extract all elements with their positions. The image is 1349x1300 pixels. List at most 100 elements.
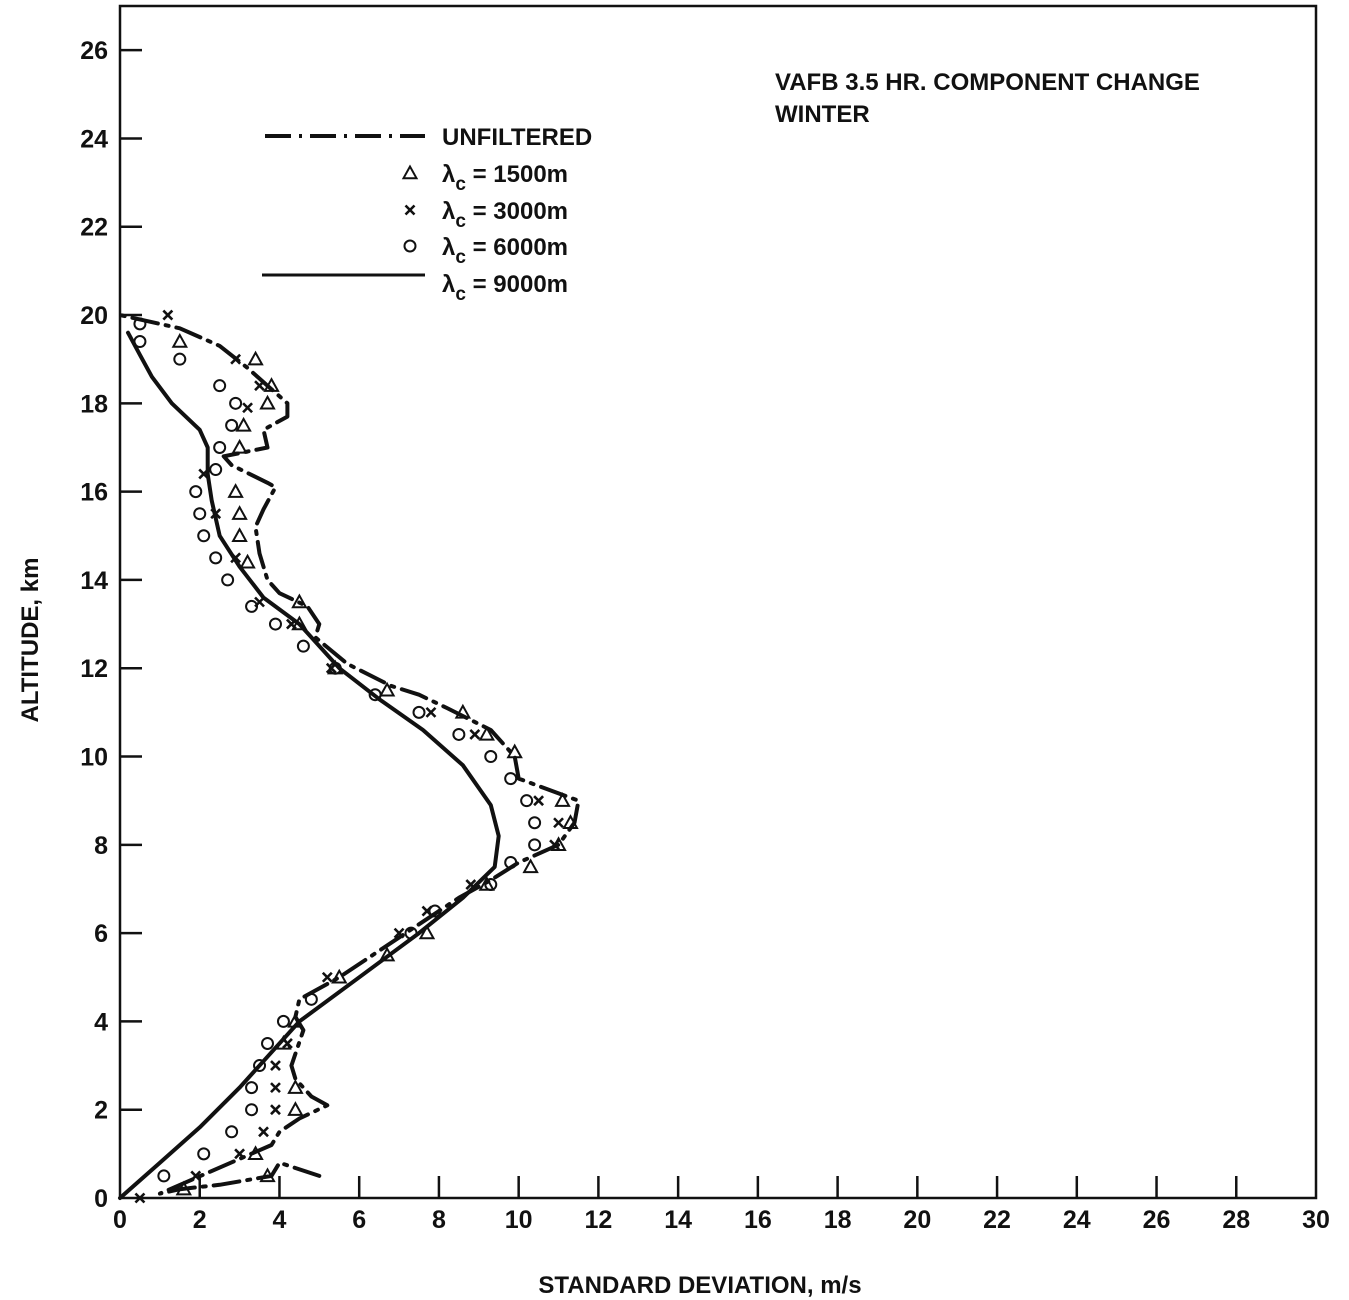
- data-point-lc1500: [378, 681, 396, 697]
- data-point-lc1500: [235, 416, 252, 432]
- x-tick-label: 16: [744, 1206, 772, 1234]
- data-point-lc6000: [197, 1147, 211, 1161]
- data-point-lc6000: [268, 617, 282, 631]
- legend-item-lc9000: λc = 9000m: [262, 271, 568, 305]
- data-point-lc6000: [452, 727, 466, 741]
- legend-label: UNFILTERED: [442, 124, 592, 151]
- data-point-lc6000: [245, 1103, 259, 1117]
- y-tick-label: 2: [94, 1097, 108, 1125]
- data-point-lc3000: [258, 1126, 269, 1138]
- x-tick-label: 30: [1302, 1206, 1330, 1234]
- series-lc1500: [171, 332, 579, 1196]
- legend-label: λc = 3000m: [442, 198, 568, 232]
- data-point-lc1500: [227, 483, 244, 498]
- x-marker-stroke: [533, 795, 545, 807]
- x-marker-stroke: [553, 817, 564, 829]
- x-marker-stroke: [258, 1126, 269, 1138]
- data-point-lc1500: [291, 593, 308, 609]
- y-tick-label: 12: [80, 655, 108, 683]
- x-tick-label: 12: [584, 1206, 612, 1234]
- data-point-lc1500: [454, 703, 472, 719]
- x-axis-title: STANDARD DEVIATION, m/s: [538, 1272, 861, 1299]
- x-marker-stroke: [393, 927, 405, 939]
- axis-ticks: 0 2 4 6 8 10 12 14 16 18 20 22 24 26 28 300246810121416…: [80, 37, 1330, 1234]
- data-point-lc1500: [175, 1180, 192, 1196]
- series-lc3000: [134, 309, 564, 1204]
- data-point-lc3000: [469, 729, 481, 740]
- x-tick-label: 0: [113, 1206, 127, 1234]
- data-point-lc1500: [554, 792, 571, 807]
- x-marker-stroke: [425, 706, 437, 718]
- data-point-lc1500: [418, 924, 436, 940]
- data-point-lc6000: [428, 904, 442, 918]
- data-point-lc6000: [304, 992, 318, 1006]
- data-point-lc1500: [562, 814, 579, 829]
- data-point-lc6000: [225, 1125, 239, 1139]
- x-tick-label: 26: [1143, 1206, 1171, 1234]
- series-group: [118, 309, 581, 1204]
- x-tick-label: 4: [273, 1206, 287, 1234]
- data-point-lc6000: [245, 1081, 259, 1095]
- data-point-lc6000: [245, 599, 259, 613]
- data-point-lc1500: [231, 505, 248, 520]
- series-lc9000: [118, 330, 501, 1200]
- data-point-lc3000: [393, 927, 405, 939]
- y-tick-label: 20: [80, 302, 108, 330]
- data-point-lc6000: [213, 379, 227, 393]
- data-point-lc6000: [412, 705, 426, 719]
- legend-item-lc3000: λc = 3000m: [404, 198, 568, 232]
- data-point-lc6000: [209, 551, 223, 565]
- x-marker-stroke: [254, 380, 265, 392]
- x-marker-stroke: [242, 402, 253, 414]
- legend-swatch-circle: [403, 239, 417, 253]
- data-point-lc6000: [484, 750, 498, 764]
- chart-title: VAFB 3.5 HR. COMPONENT CHANGE: [775, 69, 1200, 96]
- data-point-lc6000: [504, 772, 518, 786]
- data-point-lc1500: [247, 350, 264, 366]
- x-marker-stroke: [321, 971, 333, 983]
- y-tick-label: 24: [80, 125, 108, 153]
- data-point-lc1500: [247, 1145, 264, 1161]
- data-point-lc6000: [197, 529, 211, 543]
- x-tick-label: 22: [983, 1206, 1011, 1234]
- data-point-lc6000: [528, 816, 542, 830]
- data-point-lc6000: [133, 317, 147, 331]
- data-point-lc6000: [189, 485, 203, 499]
- data-point-lc3000: [242, 402, 253, 414]
- data-point-lc6000: [253, 1059, 267, 1073]
- data-point-lc1500: [239, 553, 256, 569]
- data-point-lc1500: [478, 875, 495, 891]
- data-point-lc3000: [254, 380, 265, 392]
- data-point-lc6000: [520, 794, 534, 808]
- data-point-lc6000: [296, 639, 310, 653]
- data-point-lc1500: [331, 968, 348, 984]
- x-tick-label: 20: [903, 1206, 931, 1234]
- y-tick-label: 0: [94, 1185, 108, 1213]
- x-marker-stroke: [234, 1148, 246, 1160]
- data-point-lc1500: [287, 1101, 304, 1116]
- data-point-lc6000: [193, 507, 207, 521]
- legend-label: λc = 1500m: [442, 161, 568, 195]
- data-point-lc1500: [263, 377, 280, 392]
- x-marker-stroke: [134, 1192, 146, 1204]
- data-point-lc6000: [157, 1169, 171, 1183]
- data-point-lc3000: [230, 353, 242, 365]
- x-marker-stroke: [162, 309, 174, 321]
- y-axis-title: ALTITUDE, km: [17, 558, 44, 723]
- x-marker-stroke: [282, 1038, 293, 1049]
- data-point-lc3000: [533, 795, 545, 807]
- y-tick-label: 10: [80, 744, 108, 772]
- legend-item-lc1500: λc = 1500m: [401, 161, 568, 195]
- data-point-lc3000: [425, 706, 437, 718]
- data-point-lc1500: [287, 1079, 304, 1094]
- legend-item-lc6000: λc = 6000m: [403, 234, 568, 268]
- data-point-lc6000: [209, 463, 223, 477]
- legend-label: λc = 9000m: [442, 271, 568, 305]
- x-tick-label: 6: [352, 1206, 366, 1234]
- data-point-lc1500: [506, 743, 523, 759]
- data-point-lc3000: [270, 1082, 281, 1094]
- data-point-lc6000: [229, 396, 243, 410]
- x-tick-label: 10: [505, 1206, 533, 1234]
